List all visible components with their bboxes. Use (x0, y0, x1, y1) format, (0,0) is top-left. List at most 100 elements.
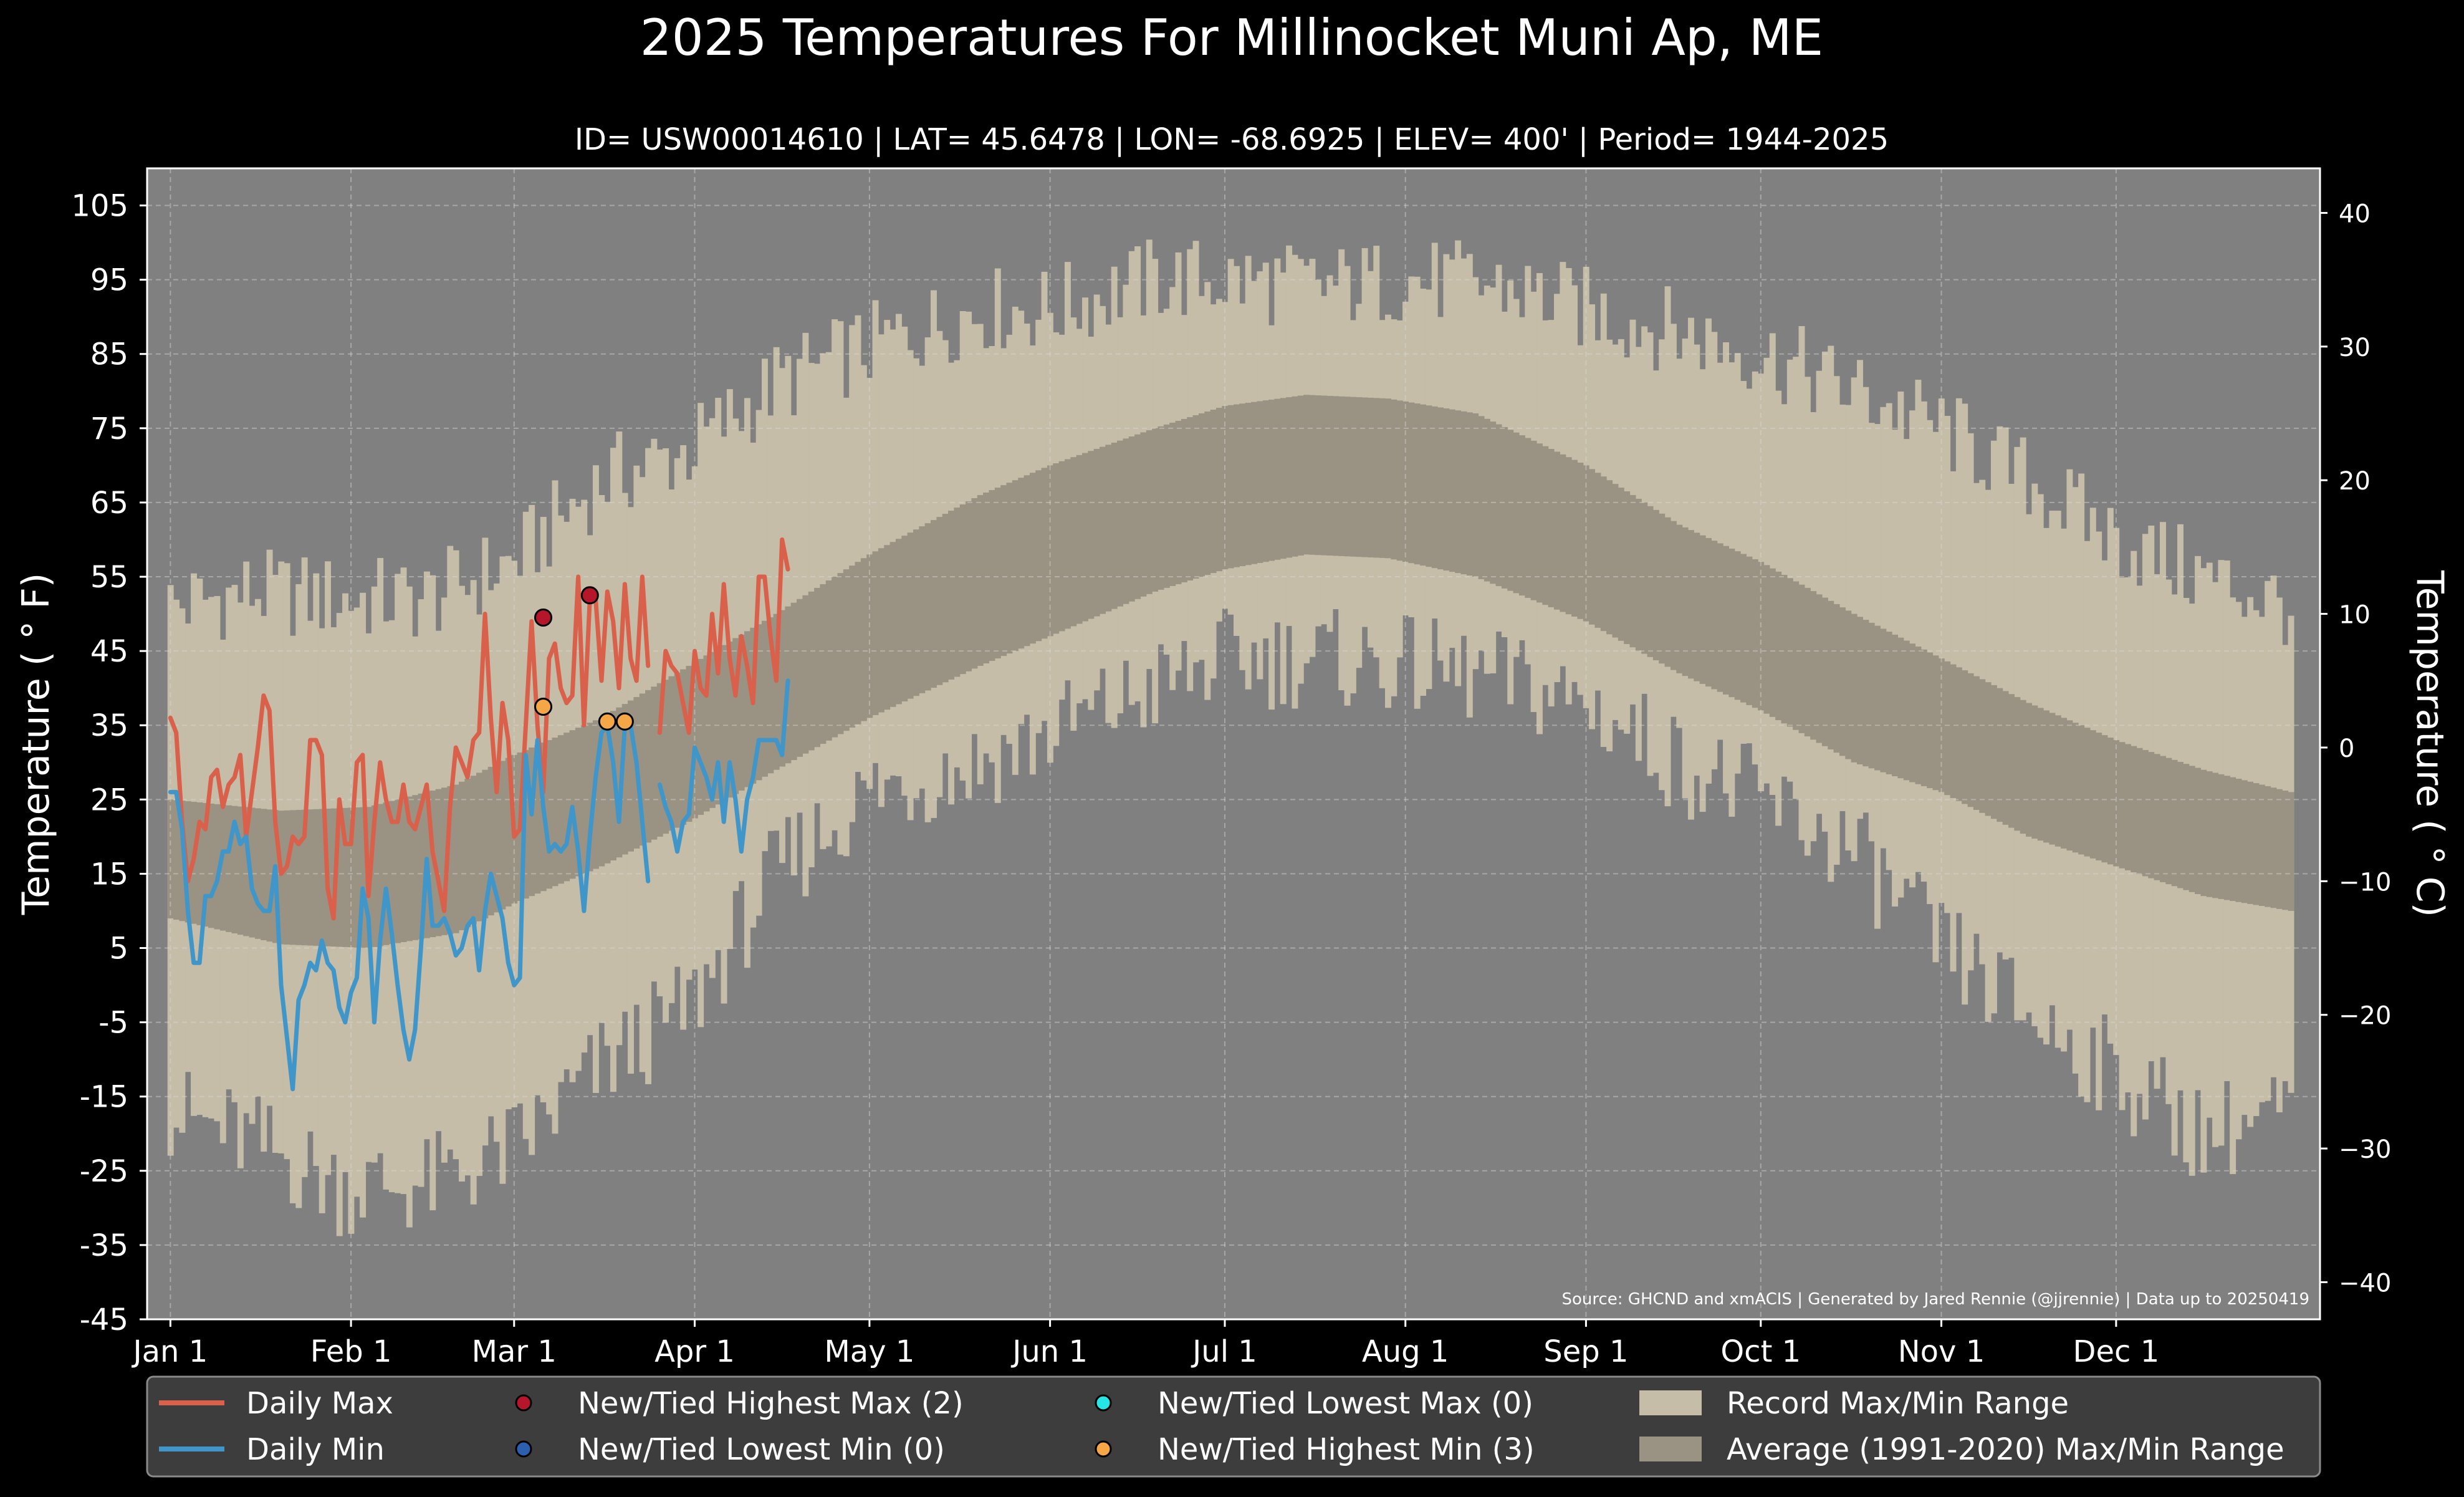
average-range-bar (464, 778, 471, 928)
average-range-bar (418, 793, 424, 940)
average-range-bar (989, 490, 995, 662)
average-range-bar (552, 738, 558, 887)
average-range-bar (1892, 634, 1899, 777)
average-range-bar (1915, 646, 1922, 784)
average-range-bar (1367, 397, 1374, 557)
average-range-bar (2154, 754, 2160, 880)
average-range-bar (2142, 749, 2149, 877)
average-range-bar (289, 810, 296, 945)
average-range-bar (1152, 428, 1159, 592)
average-range-bar (820, 584, 827, 744)
average-range-bar (1356, 397, 1363, 557)
record-marker-new-high-max (534, 609, 553, 627)
average-range-bar (546, 740, 553, 889)
average-range-bar (1379, 398, 1386, 558)
average-range-bar (1746, 556, 1753, 705)
average-range-bar (1181, 418, 1187, 582)
legend-swatch-new-low-min (515, 1440, 532, 1458)
average-range-bar (563, 733, 570, 882)
average-range-bar (219, 804, 226, 931)
average-range-bar (2054, 715, 2061, 847)
average-range-bar (1041, 468, 1048, 639)
average-range-bar (889, 542, 896, 707)
average-range-bar (2265, 786, 2271, 907)
average-range-bar (1810, 591, 1817, 740)
average-range-bar (1554, 451, 1560, 610)
average-range-bar (680, 669, 687, 825)
average-range-bar (616, 707, 623, 858)
average-range-bar (167, 799, 174, 918)
y-tick-label-right: −40 (2339, 1269, 2391, 1297)
average-range-bar (1344, 397, 1351, 557)
average-range-bar (1006, 483, 1013, 654)
average-range-bar (476, 773, 482, 922)
average-range-bar (1321, 395, 1328, 556)
average-range-bar (948, 511, 954, 680)
average-range-bar (755, 624, 762, 781)
series-line-daily-min (657, 678, 790, 854)
average-range-bar (1309, 395, 1316, 555)
average-range-bar (1979, 679, 1986, 813)
average-range-bar (971, 498, 978, 669)
average-range-bar (1402, 401, 1409, 562)
average-range-bar (412, 795, 419, 940)
average-range-bar (2026, 703, 2032, 837)
x-tick-label: Apr 1 (654, 1334, 735, 1369)
average-range-bar (226, 805, 232, 932)
average-range-bar (1868, 622, 1875, 769)
average-range-bar (1880, 628, 1887, 773)
average-range-bar (2037, 708, 2044, 841)
average-range-bar (2020, 700, 2026, 834)
average-range-bar (1105, 445, 1112, 612)
y-tick-label-left: 65 (90, 486, 128, 521)
record-range-bar (1915, 380, 1922, 872)
y-tick-label-left: 25 (90, 782, 128, 817)
average-range-bar (732, 638, 739, 794)
average-range-bar (2078, 725, 2085, 855)
average-range-bar (814, 587, 821, 748)
y-tick-label-left: -45 (80, 1302, 128, 1337)
average-range-bar (1816, 594, 1823, 743)
average-range-bar (1798, 584, 1805, 733)
y-axis-right: 40 30 20 10 0 −10 −20 −30 −40 (2320, 200, 2391, 1297)
average-range-bar (621, 704, 628, 855)
average-range-bar (1490, 421, 1497, 584)
average-range-bar (1053, 463, 1060, 634)
average-range-bar (849, 566, 856, 728)
legend-label-new-low-min: New/Tied Lowest Min (0) (578, 1432, 945, 1467)
legend-label-average-range: Average (1991-2020) Max/Min Range (1727, 1432, 2284, 1467)
average-range-bar (1525, 438, 1532, 598)
average-range-bar (1955, 667, 1962, 801)
average-range-bar (1624, 491, 1631, 644)
average-range-bar (1886, 632, 1892, 774)
record-marker-new-high-max (580, 586, 599, 605)
average-range-bar (395, 799, 401, 943)
average-range-bar (1076, 455, 1083, 624)
average-range-bar (931, 520, 937, 688)
x-tick-label: Mar 1 (472, 1334, 557, 1369)
y-axis-left-label: Temperature ( ° F) (14, 573, 58, 916)
average-range-bar (2223, 776, 2230, 900)
average-range-bar (2171, 759, 2178, 887)
average-range-bar (307, 809, 314, 946)
average-range-bar (284, 810, 290, 945)
record-marker-new-high-min (598, 712, 616, 731)
average-range-bar (254, 808, 261, 939)
average-range-bar (1297, 395, 1304, 556)
average-range-bar (319, 809, 325, 946)
average-range-bar (1292, 396, 1298, 557)
average-range-bar (802, 595, 809, 754)
average-range-bar (1239, 403, 1246, 567)
average-range-bar (832, 577, 838, 738)
average-range-bar (2136, 748, 2143, 875)
x-tick-label: Aug 1 (1362, 1334, 1449, 1369)
average-range-bar (429, 791, 436, 938)
average-range-bar (843, 569, 850, 731)
average-range-bar (1618, 488, 1624, 641)
average-range-bar (534, 744, 541, 894)
average-range-bar (342, 807, 349, 947)
average-range-bar (435, 789, 442, 936)
x-tick-label: Jul 1 (1191, 1334, 1257, 1369)
average-range-bar (1000, 485, 1007, 657)
record-range-bar (1920, 401, 1927, 882)
